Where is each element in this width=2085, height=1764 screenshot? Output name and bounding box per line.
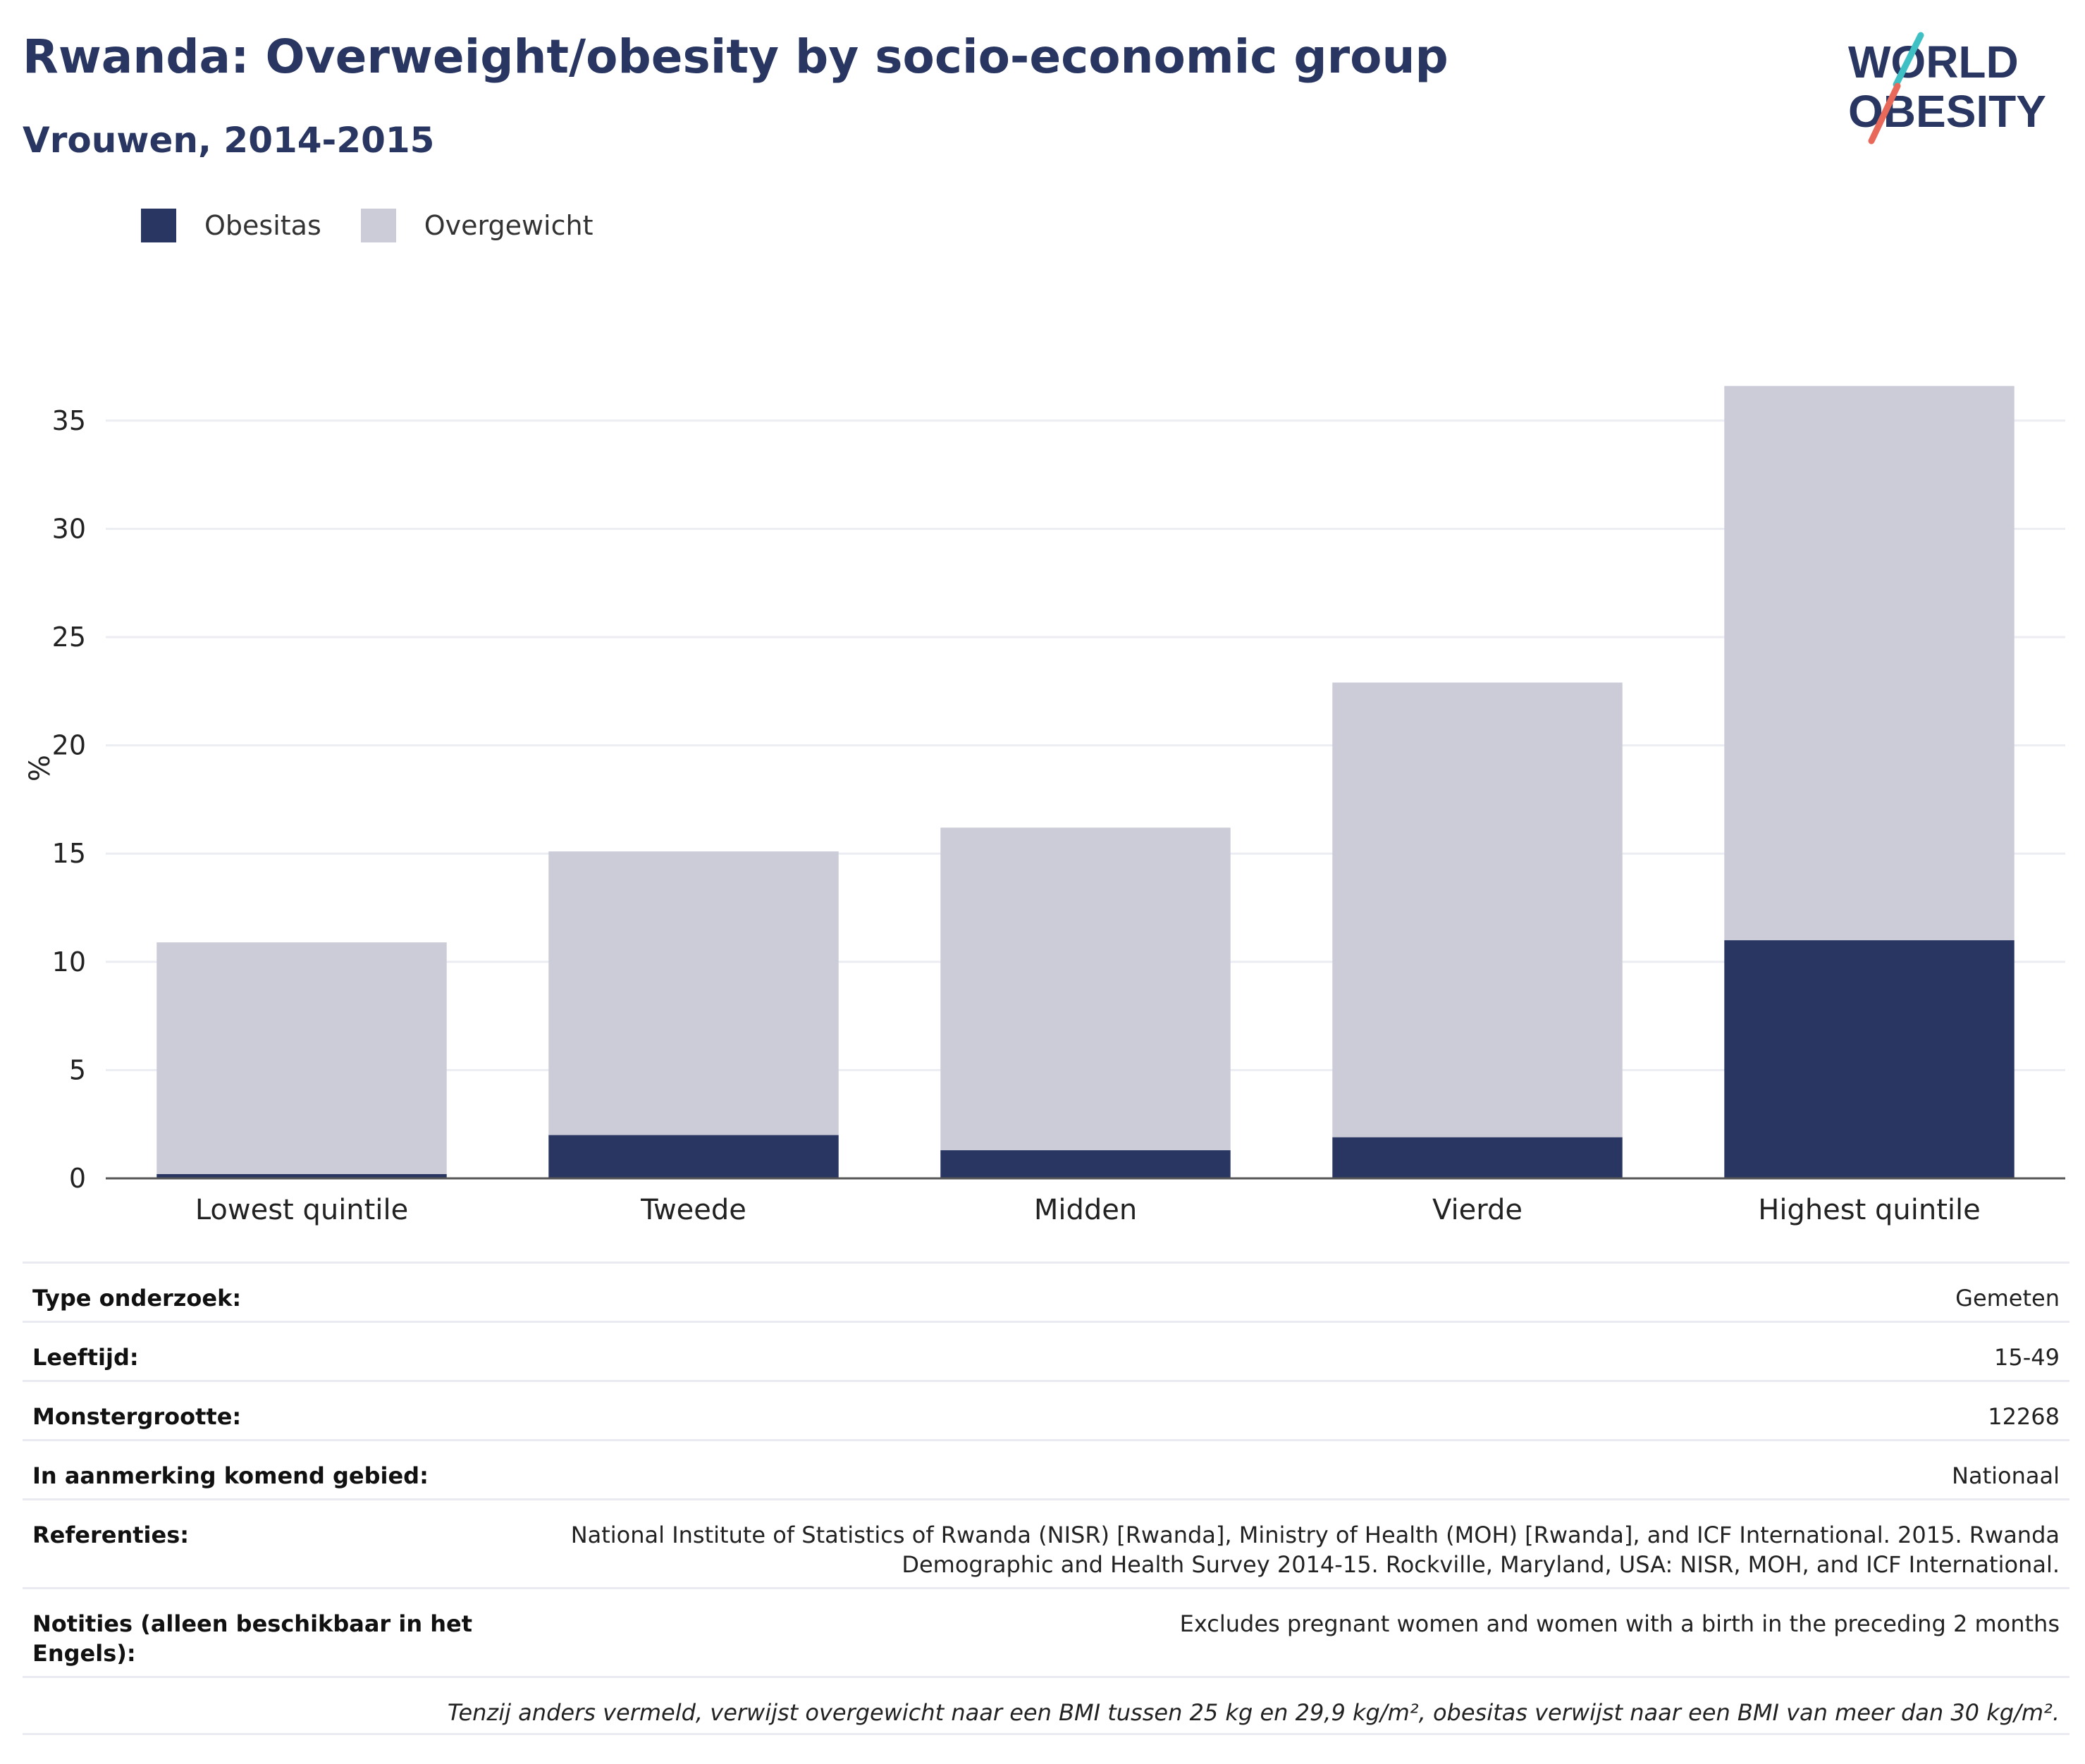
survey-metadata-table: Type onderzoek: Gemeten Leeftijd: 15-49 Mons… [23,1262,2069,1735]
meta-label: Referenties: [32,1522,190,1548]
x-tick-label: Midden [1034,1194,1137,1226]
meta-row: In aanmerking komend gebied: Nationaal [23,1439,2069,1498]
y-tick-label: 10 [52,946,86,977]
chart-subtitle: Vrouwen, 2014-2015 [23,120,435,161]
chart-legend: Obesitas Overgewicht [141,209,633,242]
meta-row: Notities (alleen beschikbaar in het Enge… [23,1587,2069,1676]
legend-item-overgewicht[interactable]: Overgewicht [360,209,593,242]
bar-overgewicht-4 [1724,386,2015,941]
meta-value: 12268 [1988,1403,2060,1430]
x-tick-label: Vierde [1432,1194,1523,1226]
meta-value: National Institute of Statistics of Rwan… [570,1522,2060,1578]
logo-line2: OBESITY [1848,86,2046,137]
x-tick-label: Highest quintile [1758,1194,1981,1226]
y-tick-label: 15 [52,838,86,869]
y-tick-label: 30 [52,513,86,544]
meta-label: In aanmerking komend gebied: [32,1462,429,1489]
bar-obesitas-0 [156,1173,447,1178]
bar-overgewicht-1 [548,851,839,1135]
meta-value: Nationaal [1952,1462,2060,1489]
bar-overgewicht-2 [940,827,1231,1151]
meta-row: Referenties: National Institute of Statis… [23,1498,2069,1587]
y-tick-label: 20 [52,730,86,761]
meta-row: Type onderzoek: Gemeten [23,1262,2069,1321]
logo-slash-teal [1893,32,1924,88]
y-tick-label: 5 [69,1054,86,1085]
footnote-row: Tenzij anders vermeld, verwijst overgewi… [23,1676,2069,1735]
y-tick-label: 35 [52,405,86,436]
meta-value: 15-49 [1994,1344,2060,1371]
stacked-bar-chart: 0 5 10 15 20 25 30 35% Lowest quintile Tweede Midd… [24,386,2065,1226]
logo-line1: WORLD [1848,37,2019,87]
bar-obesitas-3 [1332,1137,1623,1178]
x-tick-label: Tweede [640,1194,746,1226]
bar-overgewicht-0 [156,942,447,1174]
logo-slash-red [1868,82,1901,144]
y-axis-label: % [24,755,56,782]
meta-label: Leeftijd: [32,1344,139,1371]
y-tick-label: 0 [69,1163,86,1194]
meta-label: Type onderzoek: [32,1285,242,1312]
legend-swatch-overgewicht [360,209,396,242]
legend-label-obesitas: Obesitas [204,210,321,241]
meta-label: Monstergrootte: [32,1403,242,1430]
bar-overgewicht-3 [1332,682,1623,1137]
bar-obesitas-1 [548,1135,839,1178]
legend-label-overgewicht: Overgewicht [424,210,593,241]
legend-swatch-obesitas [141,209,176,242]
meta-label: Notities (alleen beschikbaar in het Enge… [32,1610,473,1667]
meta-row: Monstergrootte: 12268 [23,1380,2069,1439]
bmi-footnote: Tenzij anders vermeld, verwijst overgewi… [447,1699,2060,1726]
meta-value: Excludes pregnant women and women with a… [1179,1610,2060,1637]
bar-obesitas-2 [940,1150,1231,1178]
chart-title: Rwanda: Overweight/obesity by socio-econ… [23,30,1449,84]
x-tick-label: Lowest quintile [195,1194,408,1226]
legend-item-obesitas[interactable]: Obesitas [141,209,321,242]
meta-row: Leeftijd: 15-49 [23,1321,2069,1380]
world-obesity-logo: WORLD OBESITY [1848,32,2046,144]
meta-value: Gemeten [1955,1285,2060,1312]
bar-obesitas-4 [1724,940,2015,1178]
y-tick-label: 25 [52,622,86,653]
